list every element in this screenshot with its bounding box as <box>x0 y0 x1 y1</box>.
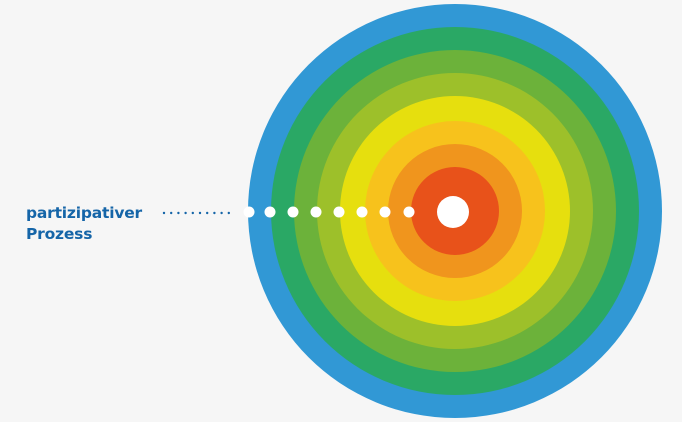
connector-large-dot <box>287 206 299 218</box>
connector-large-dot <box>310 206 322 218</box>
connector-large-dot <box>356 206 368 218</box>
connector-large-dot <box>243 206 255 218</box>
connector-small-dot <box>220 211 223 215</box>
connector-small-dot <box>191 211 194 215</box>
connector-small-dot <box>162 211 166 215</box>
label-line-2: Prozess <box>26 225 93 243</box>
dotted-connector <box>162 211 230 215</box>
center-dot <box>437 196 469 228</box>
connector-large-dot <box>403 206 415 218</box>
connector-large-dot <box>264 206 276 218</box>
white-dot-connector <box>243 206 415 218</box>
label-line-1: partizipativer <box>26 204 142 222</box>
connector-small-dot <box>227 211 230 215</box>
connector-large-dot <box>333 206 345 218</box>
connector-large-dot <box>379 206 391 218</box>
connector-small-dot <box>206 211 209 215</box>
connector-small-dot <box>170 211 173 215</box>
participative-process-label: partizipativer Prozess <box>26 203 142 245</box>
connector-small-dot <box>198 211 202 215</box>
connector-small-dot <box>177 211 180 215</box>
connector-small-dot <box>184 211 187 215</box>
connector-small-dot <box>213 211 216 215</box>
